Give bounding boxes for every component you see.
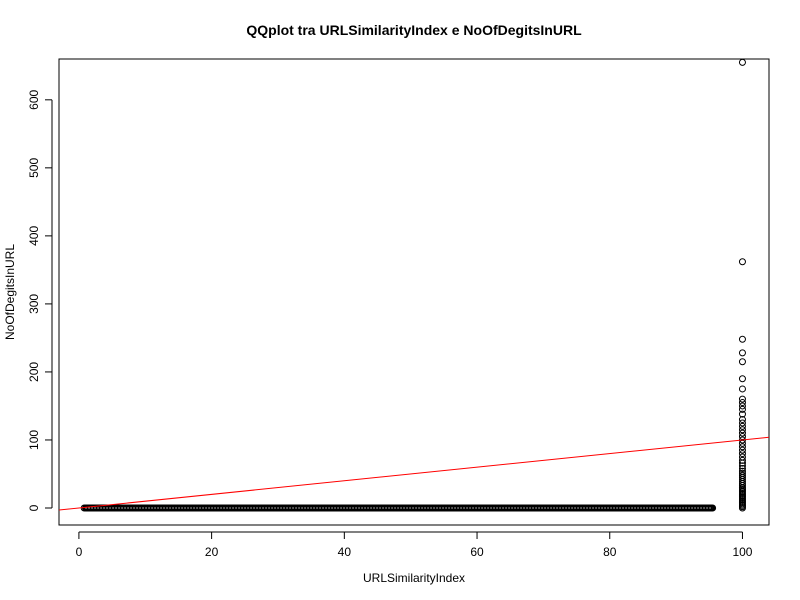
x-tick-label: 60 [470,545,484,559]
data-point [738,426,746,434]
data-point [738,416,746,424]
data-point [738,471,746,479]
reference-line [59,436,769,511]
y-tick-label: 400 [27,226,41,246]
y-tick-label: 0 [27,504,41,511]
y-tick-label: 200 [27,362,41,382]
x-axis: 0 20 40 60 80 100 [76,531,753,559]
data-point [738,375,746,383]
x-tick-label: 20 [205,545,219,559]
y-tick-label: 100 [27,430,41,450]
data-point [738,453,746,461]
data-point [738,402,746,410]
data-point [738,59,746,66]
y-axis-label: NoOfDegitsInURL [3,244,17,340]
plot-marks [59,59,769,512]
y-tick-label: 300 [27,294,41,314]
data-point [738,446,746,454]
y-tick-label: 600 [27,89,41,109]
data-point [738,467,746,475]
x-tick-label: 100 [732,545,752,559]
data-point [738,335,746,343]
data-point [738,422,746,430]
data-point [738,429,746,437]
x-tick-label: 80 [603,545,617,559]
x-axis-label: URLSimilarityIndex [363,571,465,585]
chart-title: QQplot tra URLSimilarityIndex e NoOfDegi… [246,22,582,38]
x-tick-label: 40 [338,545,352,559]
data-point [738,450,746,458]
data-point [738,456,746,464]
y-tick-label: 500 [27,158,41,178]
data-point [738,410,746,418]
data-point [738,395,746,403]
plot-box [58,58,770,526]
data-point [738,469,746,477]
data-point [738,419,746,427]
data-point [738,399,746,407]
data-point [738,349,746,357]
data-point [738,358,746,366]
data-point [738,258,746,266]
y-axis: 0 100 200 300 400 500 600 [27,89,53,511]
data-point [738,465,746,473]
data-point [738,405,746,413]
data-point [738,443,746,451]
data-point [738,462,746,470]
x-tick-label: 0 [76,545,83,559]
data-point [738,385,746,393]
